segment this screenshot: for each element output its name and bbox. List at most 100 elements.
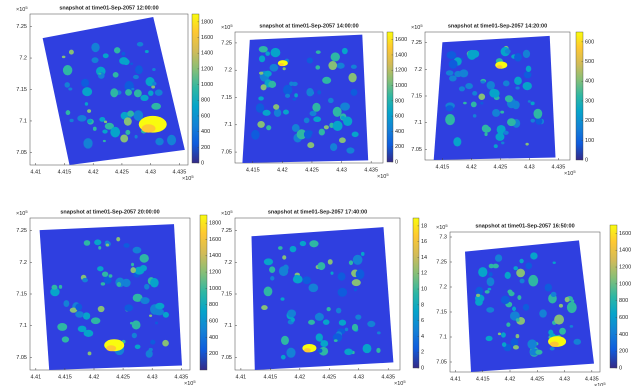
cluster: [265, 51, 270, 56]
cluster: [69, 307, 78, 313]
cluster: [486, 307, 495, 313]
cluster: [94, 239, 102, 246]
cluster: [125, 129, 131, 135]
hotspot-rim: [106, 345, 117, 352]
y-tick-label: 7.2: [224, 68, 232, 74]
subplot: snapshot at time01-Sep-2057 17:40:00 7.05…: [221, 209, 427, 386]
cluster: [77, 115, 87, 122]
cluster: [282, 255, 287, 260]
cluster: [152, 67, 156, 72]
cluster: [302, 276, 312, 285]
hotspot-rim: [278, 63, 284, 67]
cluster: [133, 110, 144, 121]
exponent-power: 5: [25, 5, 28, 10]
cluster: [533, 108, 543, 119]
cluster: [116, 281, 122, 287]
cluster: [82, 312, 91, 320]
cluster: [362, 343, 372, 354]
colorbar-tick-label: 600: [585, 39, 594, 45]
cluster: [459, 69, 469, 78]
cluster: [133, 89, 142, 98]
cluster: [263, 258, 274, 266]
cluster: [333, 339, 338, 342]
cluster: [535, 117, 543, 125]
cluster: [294, 93, 298, 98]
cluster: [75, 303, 83, 311]
exponent-power: 5: [403, 379, 406, 384]
cluster: [445, 105, 454, 112]
cluster: [251, 129, 260, 140]
cluster: [151, 102, 162, 110]
cluster: [492, 263, 499, 269]
cluster: [140, 297, 150, 305]
cluster: [337, 287, 348, 297]
cluster: [510, 337, 519, 347]
cluster: [552, 261, 556, 264]
colorbar-tick-label: 1200: [619, 265, 631, 271]
exponent-power: 5: [420, 23, 423, 28]
cluster: [348, 260, 354, 266]
cluster: [318, 128, 325, 136]
cluster: [351, 323, 359, 332]
cluster: [112, 72, 119, 78]
cluster: [351, 279, 361, 287]
colorbar-tick-label: 1800: [201, 19, 213, 25]
y-tick-label: 7.1: [19, 323, 27, 329]
cluster: [500, 295, 510, 305]
cluster: [528, 274, 539, 287]
cluster: [507, 118, 516, 127]
cluster: [116, 236, 121, 242]
cluster: [97, 266, 104, 272]
cluster: [258, 55, 266, 63]
cluster: [344, 348, 353, 356]
cluster: [523, 71, 532, 79]
cluster: [100, 282, 106, 286]
cluster: [91, 42, 100, 53]
cluster: [81, 78, 90, 88]
cluster: [296, 129, 307, 140]
cluster: [131, 262, 135, 267]
cluster: [83, 329, 94, 337]
cluster: [131, 332, 137, 339]
x-tick-label: 4.415: [58, 374, 72, 380]
cluster: [131, 87, 135, 91]
cluster: [270, 47, 281, 58]
cluster: [140, 94, 149, 102]
cluster: [148, 347, 153, 352]
cluster: [152, 81, 157, 86]
colorbar-tick-label: 200: [619, 349, 628, 355]
cluster: [465, 82, 473, 90]
colorbar-tick-label: 200: [201, 145, 210, 151]
cluster: [539, 309, 547, 318]
y-tick-label: 7.1: [439, 334, 447, 340]
cluster: [480, 80, 486, 84]
cluster: [515, 86, 520, 90]
cluster: [337, 272, 346, 281]
cluster: [322, 76, 332, 84]
cluster: [155, 321, 159, 325]
cluster: [134, 266, 145, 275]
cluster: [155, 302, 165, 310]
colorbar-tick-label: 1000: [619, 281, 631, 287]
cluster: [512, 306, 517, 312]
colorbar-tick-label: 600: [209, 319, 218, 325]
cluster: [69, 118, 74, 123]
cluster: [291, 81, 298, 87]
cluster: [445, 114, 455, 126]
subplot: snapshot at time01-Sep-2057 16:50:00 7.05…: [436, 223, 631, 386]
cluster: [353, 288, 357, 292]
x-tick-label: 4.415: [58, 169, 72, 175]
colorbar-tick-label: 400: [585, 79, 594, 85]
colorbar-tick-label: 12: [421, 271, 427, 277]
x-tick-label: 4.425: [322, 374, 336, 380]
cluster: [527, 339, 537, 350]
cluster: [299, 240, 307, 247]
colorbar-tick-label: 1400: [395, 52, 407, 58]
cluster: [150, 339, 156, 345]
subplot-title: snapshot at time01-Sep-2057 14:20:00: [448, 23, 547, 29]
y-exponent: ×105: [16, 5, 28, 13]
cluster: [283, 109, 289, 115]
colorbar-tick-label: 1000: [209, 286, 221, 292]
x-tick-label: 4.43: [353, 374, 364, 380]
cluster: [312, 102, 321, 112]
